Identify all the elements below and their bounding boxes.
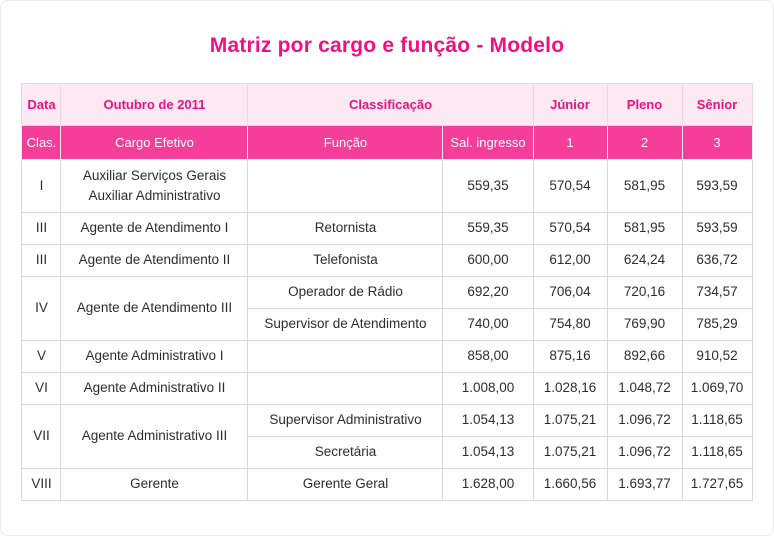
senior-cell: 734,57 [681, 276, 753, 309]
funcao-cell: Telefonista [247, 244, 444, 277]
junior-cell: 1.075,21 [532, 404, 608, 437]
junior-cell: 1.028,16 [532, 372, 608, 405]
senior-cell: 1.118,65 [681, 404, 753, 437]
pleno-cell: 581,95 [606, 212, 683, 245]
junior-cell: 1.075,21 [532, 436, 608, 469]
funcao-cell: Retornista [247, 212, 444, 245]
cargo-cell: Gerente [60, 468, 249, 501]
cargo-cell: Auxiliar Serviços Gerais Auxiliar Admini… [60, 159, 249, 213]
table-row: VII Agente Administrativo III Supervisor… [21, 404, 753, 469]
table-row: VIII Gerente Gerente Geral 1.628,00 1.66… [21, 468, 753, 501]
senior-cell: 1.069,70 [681, 372, 753, 405]
table-row: VI Agente Administrativo II 1.008,00 1.0… [21, 372, 753, 405]
col-header-cargo-efetivo: Cargo Efetivo [60, 125, 249, 160]
pleno-cell: 1.693,77 [606, 468, 683, 501]
funcao-cell: Gerente Geral [247, 468, 444, 501]
senior-cell: 593,59 [681, 212, 753, 245]
junior-cell: 1.660,56 [532, 468, 608, 501]
cargo-cell: Agente de Atendimento I [60, 212, 249, 245]
cargo-line: Auxiliar Administrativo [88, 188, 221, 203]
clas-cell: I [21, 159, 62, 213]
sal-ingresso-cell: 740,00 [442, 308, 534, 341]
cargo-cell: Agente de Atendimento III [60, 276, 249, 341]
header-row-meta: Data Outubro de 2011 Classificação Júnio… [21, 83, 753, 126]
junior-cell: 570,54 [532, 212, 608, 245]
pleno-cell: 720,16 [606, 276, 683, 309]
clas-cell: VII [21, 404, 62, 469]
sal-ingresso-cell: 692,20 [442, 276, 534, 309]
table-row: V Agente Administrativo I 858,00 875,16 … [21, 340, 753, 373]
header-pleno: Pleno [606, 83, 683, 126]
junior-cell: 875,16 [532, 340, 608, 373]
senior-cell: 636,72 [681, 244, 753, 277]
sal-ingresso-cell: 600,00 [442, 244, 534, 277]
col-header-level-2: 2 [606, 125, 683, 160]
table-row: I Auxiliar Serviços Gerais Auxiliar Admi… [21, 159, 753, 213]
col-header-sal-ingresso: Sal. ingresso [442, 125, 534, 160]
pleno-cell: 624,24 [606, 244, 683, 277]
table-row: III Agente de Atendimento II Telefonista… [21, 244, 753, 277]
table-row: Secretária 1.054,13 1.075,21 1.096,72 1.… [22, 436, 753, 469]
sal-ingresso-cell: 559,35 [442, 212, 534, 245]
funcao-cell: Secretária [247, 436, 444, 469]
pleno-cell: 769,90 [606, 308, 683, 341]
clas-cell: VI [21, 372, 62, 405]
sal-ingresso-cell: 858,00 [442, 340, 534, 373]
header-date: Outubro de 2011 [60, 83, 249, 126]
cargo-line: Auxiliar Serviços Gerais [82, 167, 227, 183]
sal-ingresso-cell: 559,35 [442, 159, 534, 213]
header-junior: Júnior [532, 83, 608, 126]
sal-ingresso-cell: 1.008,00 [442, 372, 534, 405]
junior-cell: 754,80 [532, 308, 608, 341]
header-data: Data [21, 83, 62, 126]
clas-cell: IV [21, 276, 62, 341]
senior-cell: 1.727,65 [681, 468, 753, 501]
cargo-cell: Agente Administrativo III [60, 404, 249, 469]
cargo-cell: Agente de Atendimento II [60, 244, 249, 277]
senior-cell: 785,29 [681, 308, 753, 341]
sal-ingresso-cell: 1.628,00 [442, 468, 534, 501]
funcao-cell: Supervisor de Atendimento [247, 308, 444, 341]
sal-ingresso-cell: 1.054,13 [442, 404, 534, 437]
table-row: III Agente de Atendimento I Retornista 5… [21, 212, 753, 245]
header-classificacao: Classificação [247, 83, 534, 126]
clas-cell: V [21, 340, 62, 373]
funcao-cell: Supervisor Administrativo [247, 404, 444, 437]
cargo-cell: Agente Administrativo I [60, 340, 249, 373]
junior-cell: 612,00 [532, 244, 608, 277]
funcao-cell [247, 340, 444, 373]
senior-cell: 1.118,65 [681, 436, 753, 469]
col-header-funcao: Função [247, 125, 444, 160]
table-row: Supervisor de Atendimento 740,00 754,80 … [22, 308, 753, 341]
junior-cell: 706,04 [532, 276, 608, 309]
junior-cell: 570,54 [532, 159, 608, 213]
clas-cell: III [21, 244, 62, 277]
clas-cell: III [21, 212, 62, 245]
header-senior: Sênior [681, 83, 753, 126]
funcao-cell: Operador de Rádio [247, 276, 444, 309]
sal-ingresso-cell: 1.054,13 [442, 436, 534, 469]
pleno-cell: 892,66 [606, 340, 683, 373]
pleno-cell: 1.096,72 [606, 404, 683, 437]
pleno-cell: 1.048,72 [606, 372, 683, 405]
table-row: IV Agente de Atendimento III Operador de… [21, 276, 753, 341]
cargo-cell: Agente Administrativo II [60, 372, 249, 405]
funcao-cell [247, 372, 444, 405]
col-header-level-3: 3 [681, 125, 753, 160]
page-title: Matriz por cargo e função - Modelo [209, 34, 565, 57]
funcao-cell [247, 159, 444, 213]
header-row-columns: Clas. Cargo Efetivo Função Sal. ingresso… [21, 125, 753, 160]
senior-cell: 593,59 [681, 159, 753, 213]
col-header-level-1: 1 [532, 125, 608, 160]
clas-cell: VIII [21, 468, 62, 501]
pleno-cell: 1.096,72 [606, 436, 683, 469]
col-header-clas: Clas. [21, 125, 62, 160]
pleno-cell: 581,95 [606, 159, 683, 213]
senior-cell: 910,52 [681, 340, 753, 373]
salary-matrix-table: Data Outubro de 2011 Classificação Júnio… [21, 83, 753, 501]
